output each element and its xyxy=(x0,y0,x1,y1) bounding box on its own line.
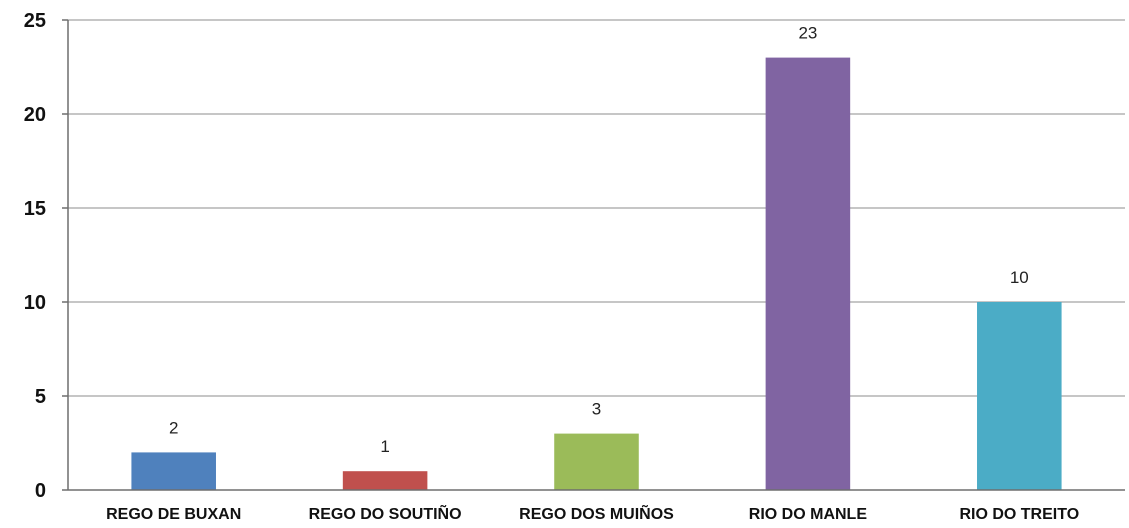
data-label-2: 3 xyxy=(592,400,601,419)
bar-2 xyxy=(554,433,639,490)
y-tick-label: 0 xyxy=(35,480,46,502)
data-label-3: 23 xyxy=(798,24,817,43)
y-tick-label: 15 xyxy=(24,198,46,220)
data-label-4: 10 xyxy=(1010,268,1029,287)
x-axis-ticks: REGO DE BUXAN REGO DO SOUTIÑO REGO DOS MUI… xyxy=(106,503,1079,523)
y-tick-label: 20 xyxy=(24,104,46,126)
bar-1 xyxy=(342,471,428,490)
bar-0 xyxy=(131,452,216,490)
data-label-1: 1 xyxy=(380,437,389,456)
data-labels: 2 1 3 23 10 xyxy=(169,24,1029,457)
y-tick-label: 25 xyxy=(24,10,46,32)
x-tick-label-3: RIO DO MANLE xyxy=(749,506,868,523)
bar-4 xyxy=(977,302,1062,490)
gridlines xyxy=(68,19,1125,397)
bar-3 xyxy=(765,57,851,490)
y-axis-ticks: 0 5 10 15 20 25 xyxy=(24,10,68,502)
bars xyxy=(131,57,1062,490)
x-tick-label-4: RIO DO TREITO xyxy=(959,506,1079,523)
x-tick-label-0: REGO DE BUXAN xyxy=(106,506,241,523)
data-label-0: 2 xyxy=(169,418,178,437)
x-tick-label-1: REGO DO SOUTIÑO xyxy=(309,503,462,523)
y-tick-label: 5 xyxy=(35,386,46,408)
y-tick-label: 10 xyxy=(24,292,46,314)
x-tick-label-2: REGO DOS MUIÑOS xyxy=(519,503,674,523)
